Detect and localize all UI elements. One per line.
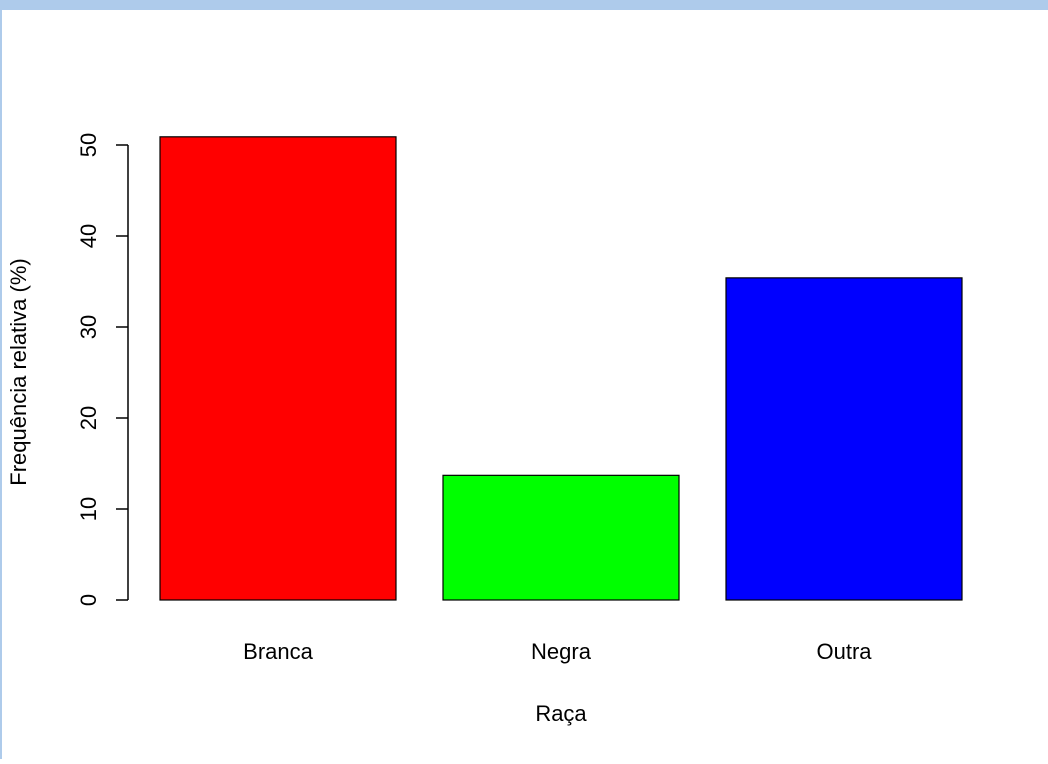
y-tick-label: 30 [76,315,101,339]
bar [442,474,680,601]
bar [159,136,397,601]
x-tick-label: Outra [816,639,872,664]
x-tick-label: Branca [243,639,313,664]
window-top-bar [0,0,1048,10]
y-tick-label: 10 [76,497,101,521]
y-tick-label: 0 [76,594,101,606]
y-axis-label: Frequência relativa (%) [6,258,31,485]
x-axis-label: Raça [535,701,587,726]
bar [725,277,963,601]
x-tick-label: Negra [531,639,592,664]
y-tick-label: 50 [76,133,101,157]
window-left-border [0,10,2,759]
y-tick-label: 40 [76,224,101,248]
y-tick-label: 20 [76,406,101,430]
